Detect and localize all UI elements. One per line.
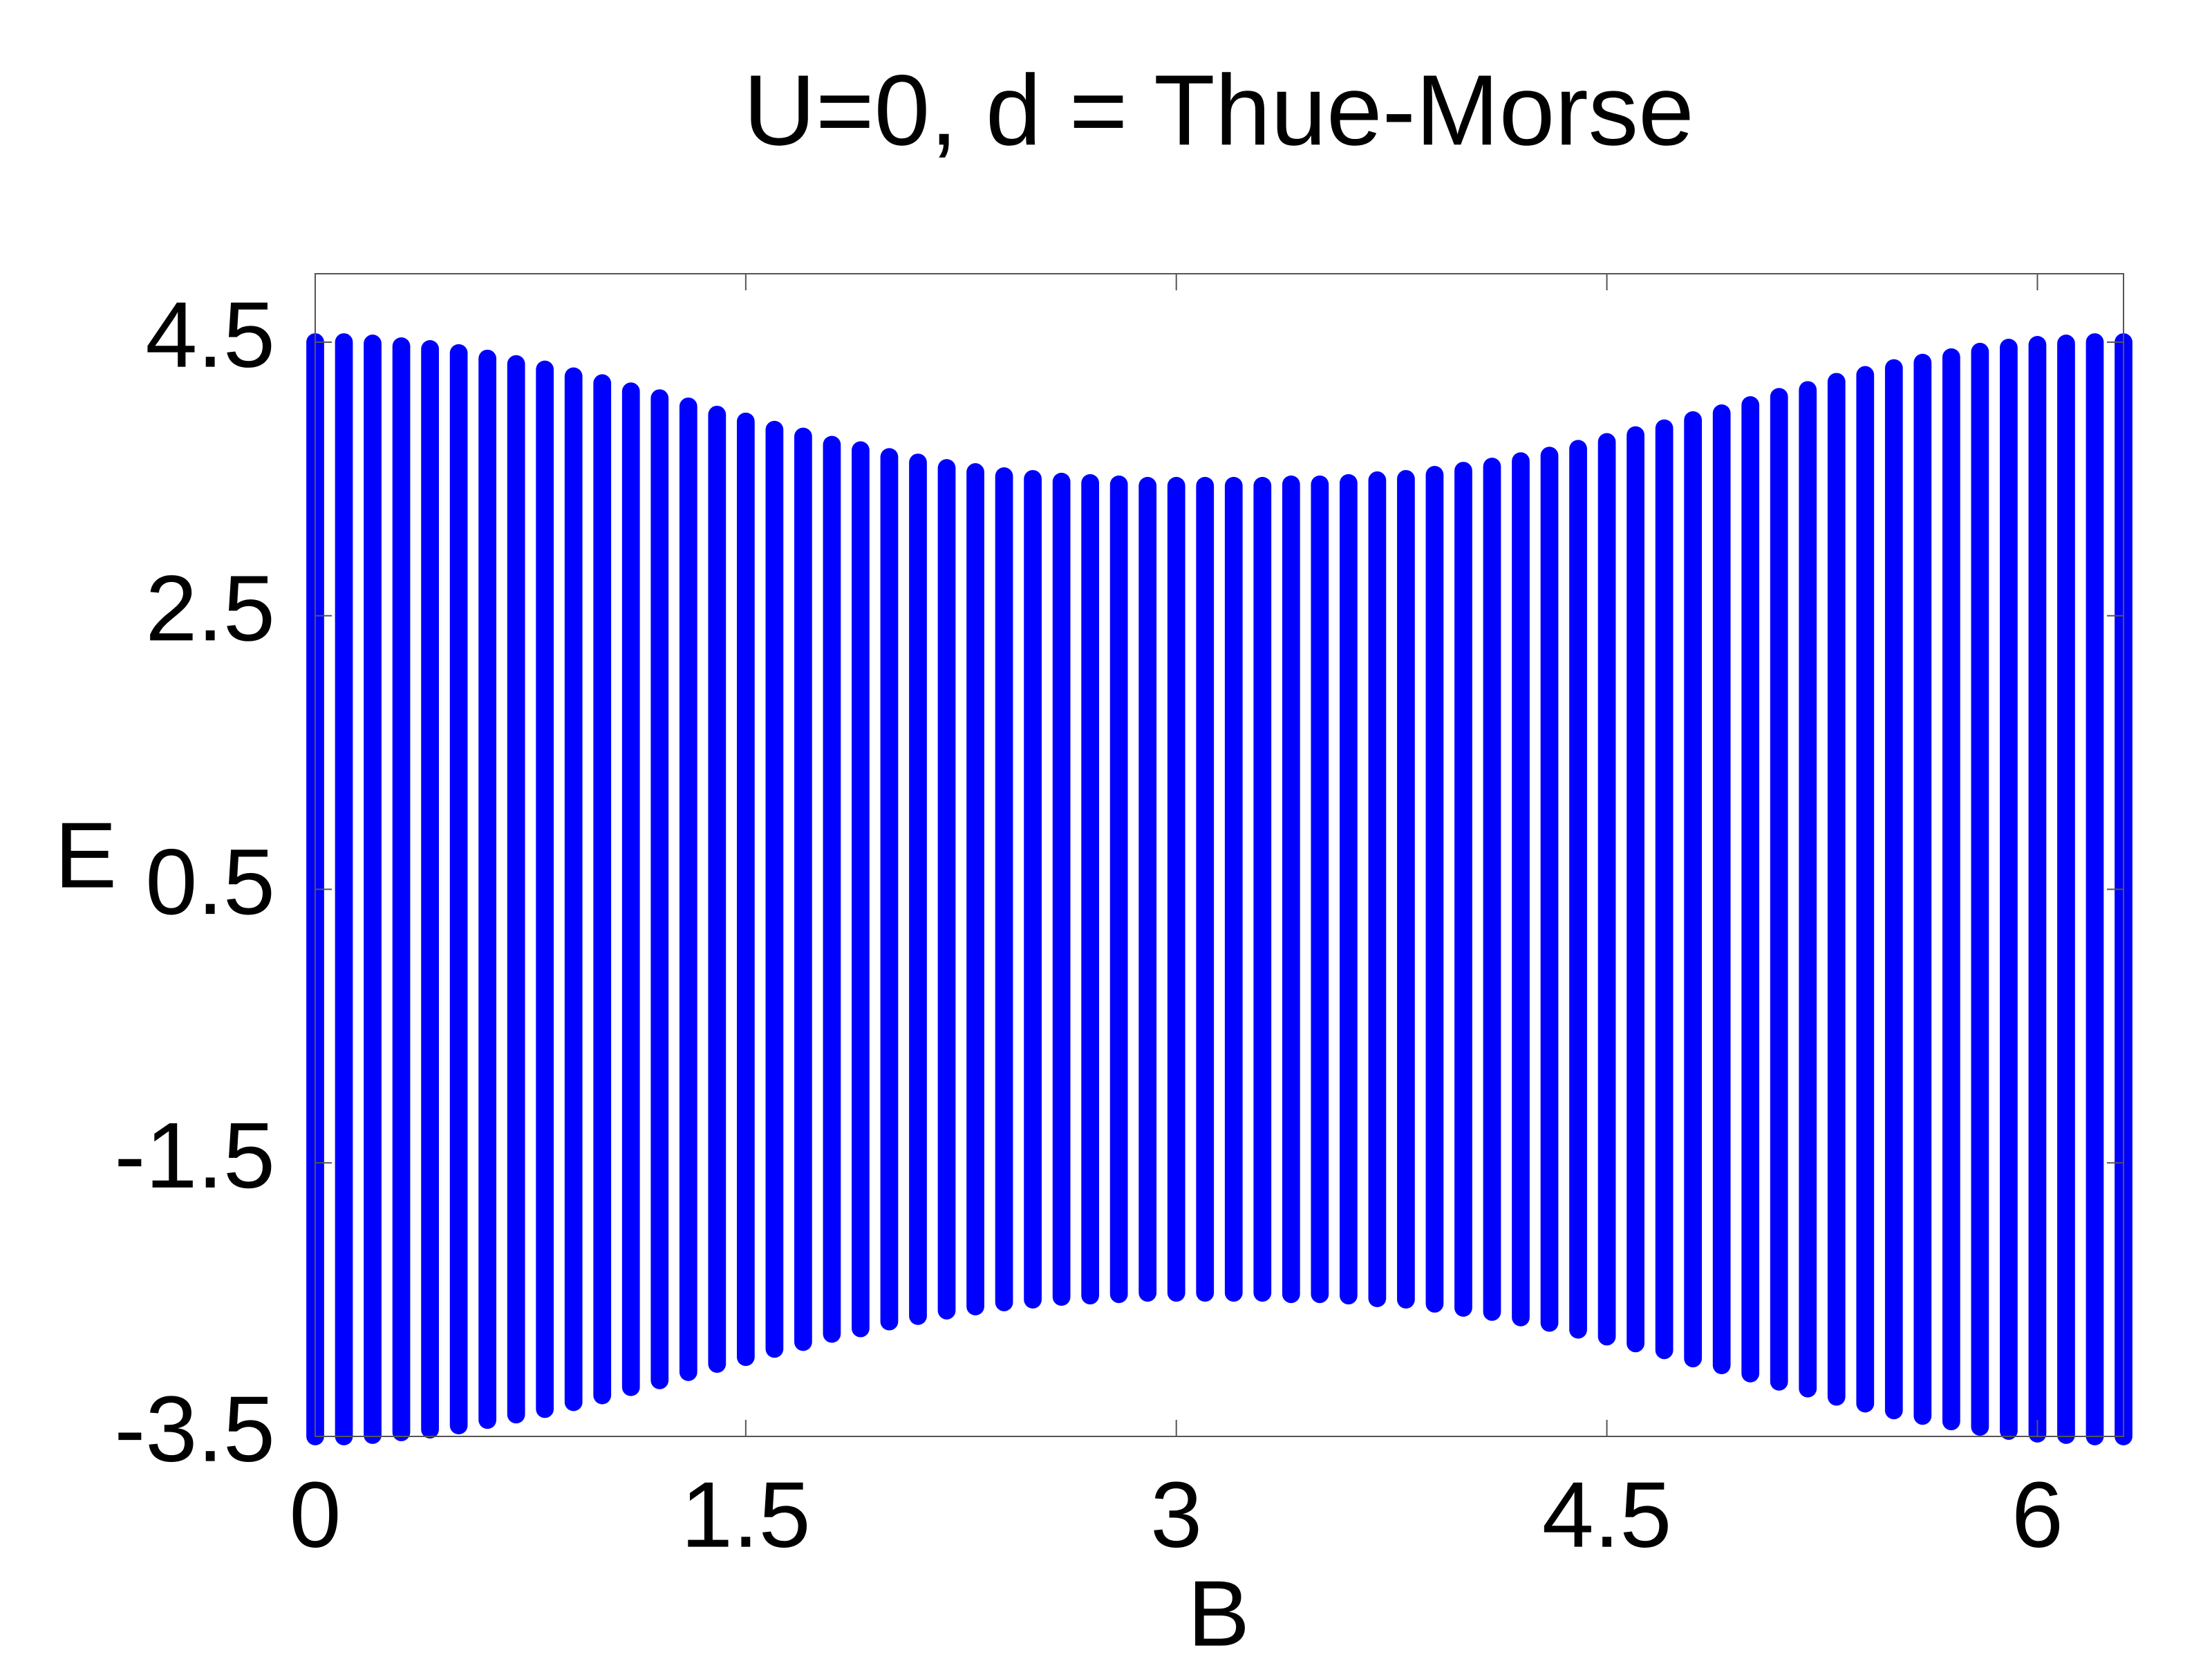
range-column — [1597, 433, 1616, 1346]
range-column — [1282, 475, 1300, 1304]
range-column — [909, 453, 927, 1325]
range-column — [621, 382, 640, 1396]
range-column — [1311, 475, 1329, 1304]
range-column — [1799, 381, 1817, 1398]
range-column — [1770, 388, 1788, 1391]
range-column — [1081, 474, 1100, 1305]
range-column — [1942, 348, 1960, 1431]
range-column — [1052, 472, 1071, 1306]
range-column — [1856, 366, 1875, 1413]
y-axis-label: E — [55, 803, 117, 908]
range-column — [852, 441, 870, 1338]
range-column — [1454, 462, 1472, 1317]
y-tick-label: -3.5 — [114, 1377, 275, 1481]
range-column — [421, 339, 439, 1438]
range-column — [1138, 476, 1157, 1302]
range-column — [1109, 475, 1128, 1304]
range-column — [2086, 333, 2104, 1445]
range-column — [937, 459, 956, 1320]
range-column — [995, 467, 1013, 1311]
range-column — [2000, 338, 2018, 1440]
range-column — [478, 349, 497, 1430]
range-column — [1913, 353, 1932, 1425]
range-column — [392, 337, 411, 1441]
range-column — [1425, 466, 1444, 1313]
y-tick-label: 4.5 — [145, 283, 275, 387]
range-column — [2028, 336, 2047, 1443]
range-column — [536, 360, 554, 1418]
range-column — [650, 389, 669, 1389]
range-column — [765, 420, 784, 1358]
range-column — [335, 333, 353, 1445]
range-column — [708, 405, 727, 1373]
plot-frame — [315, 273, 2124, 1437]
x-tick-label: 4.5 — [1542, 1463, 1672, 1567]
range-column — [1827, 373, 1846, 1406]
range-column — [507, 355, 525, 1424]
y-tick-label: -1.5 — [114, 1103, 275, 1208]
range-column — [1971, 342, 1989, 1436]
range-column — [1224, 476, 1243, 1302]
x-axis-label: B — [1188, 1562, 1250, 1659]
range-column — [1483, 458, 1501, 1321]
range-column — [823, 435, 841, 1343]
range-column — [1024, 469, 1042, 1309]
range-column — [564, 367, 583, 1412]
range-column — [1339, 474, 1358, 1305]
range-column — [1253, 476, 1272, 1302]
range-column — [736, 412, 755, 1367]
range-column — [364, 335, 382, 1444]
range-column — [1627, 426, 1644, 1353]
range-column — [679, 397, 697, 1381]
range-column — [1569, 440, 1587, 1339]
range-column — [1712, 404, 1731, 1374]
range-column — [1512, 452, 1530, 1327]
range-column — [880, 448, 899, 1331]
y-tick-label: 2.5 — [145, 556, 275, 660]
x-tick-label: 1.5 — [681, 1463, 811, 1567]
x-tick-label: 0 — [289, 1463, 341, 1567]
range-column — [449, 344, 468, 1435]
x-tick-label: 3 — [1150, 1463, 1202, 1567]
range-column — [1655, 419, 1674, 1360]
range-column — [1540, 447, 1559, 1332]
range-column — [593, 374, 612, 1405]
range-column — [1884, 359, 1903, 1420]
range-column — [1167, 476, 1185, 1302]
range-column — [2057, 335, 2075, 1444]
range-column — [1368, 471, 1387, 1308]
chart-title: U=0, d = Thue-Morse — [743, 54, 1694, 166]
range-column — [966, 463, 984, 1315]
range-column — [1397, 469, 1415, 1309]
y-tick-label: 0.5 — [145, 830, 275, 934]
range-column — [1196, 476, 1215, 1302]
range-column — [1684, 411, 1703, 1368]
range-column — [794, 427, 812, 1351]
x-tick-label: 6 — [2012, 1463, 2063, 1567]
range-column — [1741, 396, 1760, 1382]
